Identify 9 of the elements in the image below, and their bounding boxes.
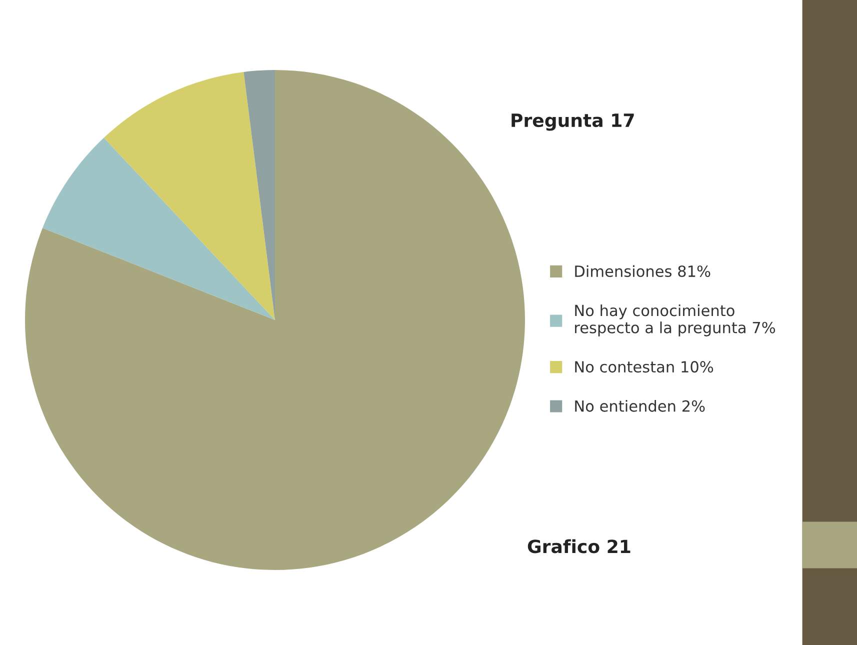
- text: Grafico 21: [528, 539, 630, 554]
- legend-label: No entienden 2%: [575, 400, 705, 412]
- legend-label: No contestan 10%: [575, 361, 714, 373]
- pie-slice: [244, 70, 275, 320]
- legend-label: Dimensiones 81%: [575, 265, 710, 278]
- pie-slice: [104, 72, 275, 320]
- pie-slice: [42, 138, 275, 320]
- legend-label: No hay conocimiento respecto a la pregunta 7%: [575, 304, 776, 336]
- text: Pregunta 17: [512, 114, 634, 131]
